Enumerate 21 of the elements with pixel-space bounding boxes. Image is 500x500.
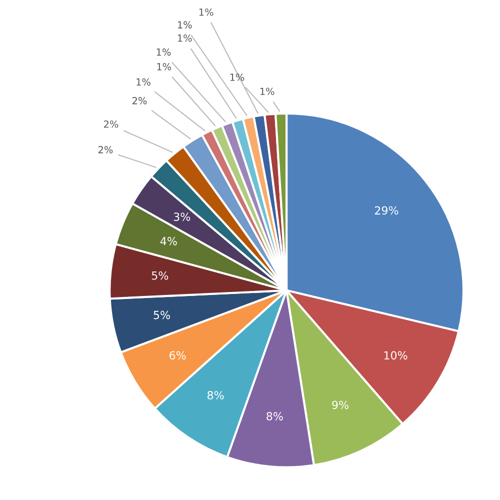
data-label: 5% — [154, 310, 170, 320]
data-label: 1% — [199, 8, 214, 16]
data-label: 1% — [230, 74, 244, 81]
data-label: 3% — [174, 212, 190, 221]
data-label: 29% — [374, 206, 398, 215]
data-label: 1% — [178, 21, 192, 28]
data-label: 2% — [132, 97, 147, 104]
data-label: 1% — [260, 88, 274, 96]
data-label: 1% — [157, 63, 172, 70]
data-label: 2% — [104, 120, 118, 128]
data-label: 6% — [170, 351, 186, 360]
data-label: 4% — [160, 236, 177, 246]
data-label: 2% — [98, 146, 113, 154]
data-label: 1% — [178, 34, 192, 42]
data-label: 10% — [384, 351, 408, 360]
data-label: 8% — [266, 412, 283, 420]
data-label: 1% — [156, 48, 171, 56]
data-label: 9% — [332, 400, 348, 410]
data-label: 1% — [136, 78, 150, 86]
data-label: 5% — [152, 271, 168, 280]
data-label: 8% — [208, 390, 224, 400]
